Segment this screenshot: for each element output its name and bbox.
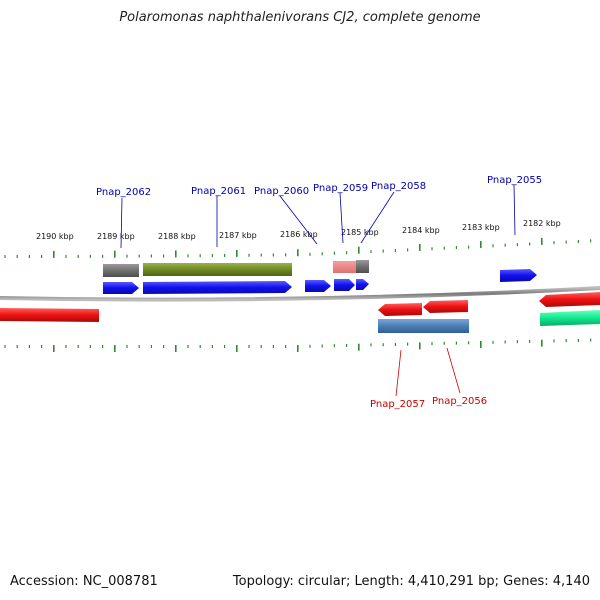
tick-label: 2184 kbp: [402, 226, 440, 235]
outer-ticks: [4, 237, 592, 258]
forward-features: [103, 260, 537, 294]
tick-label: 2190 kbp: [36, 232, 74, 241]
gene-label-pnap-2062[interactable]: Pnap_2062: [96, 187, 151, 198]
tick-label: 2183 kbp: [462, 223, 500, 232]
reverse-gene-labels: Pnap_2057 Pnap_2056: [370, 347, 487, 410]
gene-label-pnap-2058[interactable]: Pnap_2058: [371, 181, 426, 192]
gene-label-pnap-2059[interactable]: Pnap_2059: [313, 183, 368, 194]
tick-labels: 2190 kbp 2189 kbp 2188 kbp 2187 kbp 2186…: [36, 219, 561, 241]
feature-block[interactable]: [143, 263, 292, 276]
gene-label-pnap-2057[interactable]: Pnap_2057: [370, 399, 425, 410]
inner-ticks: [4, 338, 592, 352]
cds-arrow[interactable]: [103, 282, 139, 294]
gene-label-pnap-2061[interactable]: Pnap_2061: [191, 186, 246, 197]
cds-arrow[interactable]: [500, 269, 537, 282]
cds-arrow[interactable]: [539, 292, 600, 307]
feature-block[interactable]: [103, 264, 139, 277]
tick-label: 2185 kbp: [341, 228, 379, 237]
forward-gene-labels: Pnap_2062 Pnap_2061 Pnap_2060 Pnap_2059 …: [96, 175, 542, 249]
feature-block[interactable]: [356, 260, 369, 273]
tick-label: 2189 kbp: [97, 232, 135, 241]
tick-label: 2182 kbp: [523, 219, 561, 228]
accession-text: Accession: NC_008781: [10, 574, 158, 589]
feature-block[interactable]: [333, 261, 356, 273]
reverse-features: [0, 292, 600, 333]
cds-arrow[interactable]: [0, 308, 99, 322]
gene-label-pnap-2056[interactable]: Pnap_2056: [432, 396, 487, 407]
gene-label-pnap-2055[interactable]: Pnap_2055: [487, 175, 542, 186]
map-title: Polaromonas naphthalenivorans CJ2, compl…: [119, 10, 481, 25]
genome-summary-text: Topology: circular; Length: 4,410,291 bp…: [232, 574, 590, 589]
cds-arrow[interactable]: [334, 279, 355, 291]
cds-arrow[interactable]: [423, 300, 468, 313]
tick-label: 2186 kbp: [280, 230, 318, 239]
tick-label: 2188 kbp: [158, 232, 196, 241]
genome-backbone: [0, 286, 600, 302]
gene-label-pnap-2060[interactable]: Pnap_2060: [254, 186, 309, 197]
cds-arrow[interactable]: [356, 279, 369, 290]
tick-label: 2187 kbp: [219, 231, 257, 240]
cds-arrow[interactable]: [378, 303, 422, 316]
feature-block[interactable]: [378, 319, 469, 333]
feature-block[interactable]: [540, 310, 600, 326]
cds-arrow[interactable]: [305, 280, 331, 292]
cds-arrow[interactable]: [143, 281, 292, 294]
